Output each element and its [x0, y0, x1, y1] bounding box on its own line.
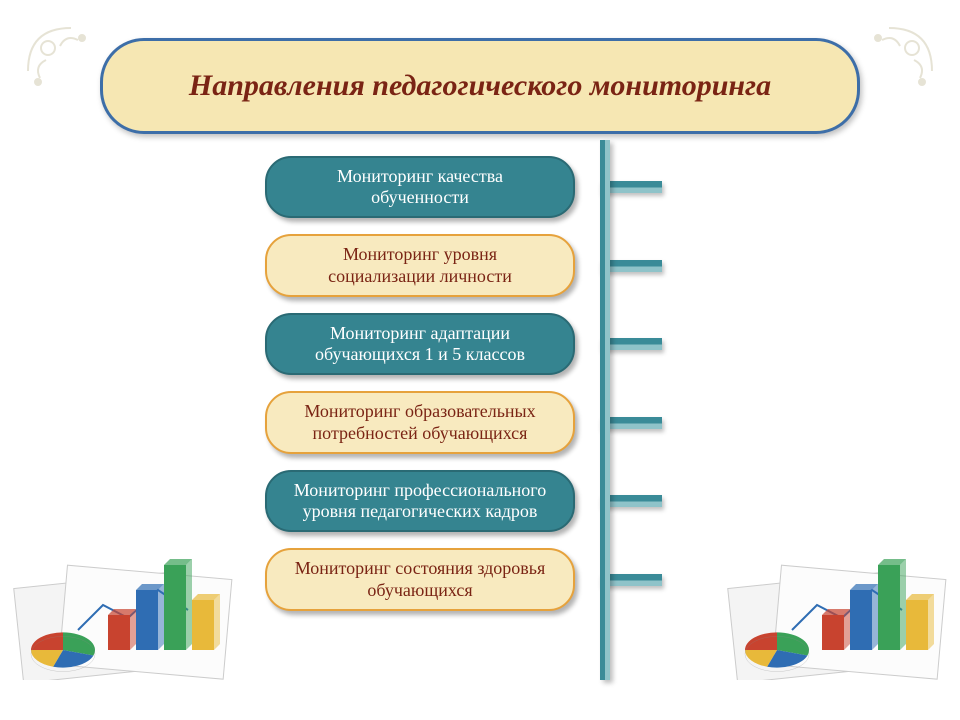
org-node: Мониторинг состояния здоровья обучающихс…: [265, 548, 575, 610]
org-node: Мониторинг профессионального уровня педа…: [265, 470, 575, 532]
org-node: Мониторинг адаптации обучающихся 1 и 5 к…: [265, 313, 575, 375]
org-item: Мониторинг качества обученности: [240, 156, 600, 218]
org-trunk: [600, 140, 610, 680]
org-item: Мониторинг состояния здоровья обучающихс…: [240, 548, 600, 610]
org-item: Мониторинг уровня социализации личности: [240, 234, 600, 296]
corner-ornament-icon: [26, 26, 96, 96]
org-node-label: Мониторинг образовательных потребностей …: [289, 401, 551, 443]
items-column: Мониторинг качества обученности Мониторин…: [240, 156, 600, 627]
org-node: Мониторинг уровня социализации личности: [265, 234, 575, 296]
org-node: Мониторинг образовательных потребностей …: [265, 391, 575, 453]
org-item: Мониторинг образовательных потребностей …: [240, 391, 600, 453]
org-node-label: Мониторинг уровня социализации личности: [289, 244, 551, 286]
org-node: Мониторинг качества обученности: [265, 156, 575, 218]
org-node-label: Мониторинг адаптации обучающихся 1 и 5 к…: [289, 323, 551, 365]
org-item: Мониторинг профессионального уровня педа…: [240, 470, 600, 532]
corner-ornament-icon: [864, 26, 934, 96]
org-item: Мониторинг адаптации обучающихся 1 и 5 к…: [240, 313, 600, 375]
chart-decoration-icon: [722, 510, 952, 680]
org-node-label: Мониторинг качества обученности: [289, 166, 551, 208]
title-banner: Направления педагогического мониторинга: [100, 38, 860, 134]
org-node-label: Мониторинг состояния здоровья обучающихс…: [289, 558, 551, 600]
org-node-label: Мониторинг профессионального уровня педа…: [289, 480, 551, 522]
chart-decoration-icon: [8, 510, 238, 680]
page-title: Направления педагогического мониторинга: [189, 69, 771, 104]
